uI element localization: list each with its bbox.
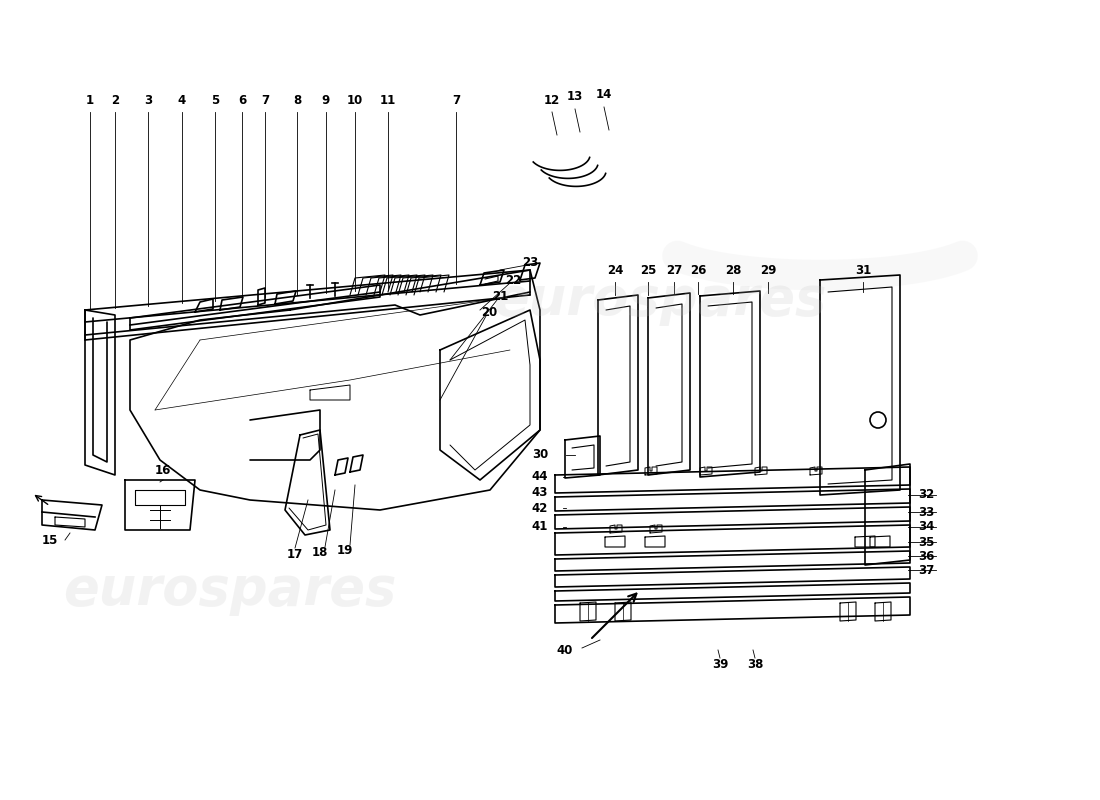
Text: 1: 1 (86, 94, 95, 106)
Text: 26: 26 (690, 263, 706, 277)
Text: 14: 14 (596, 89, 613, 102)
Text: eurospares: eurospares (64, 564, 397, 616)
Text: 43: 43 (531, 486, 548, 498)
Text: 10: 10 (346, 94, 363, 106)
Text: 5: 5 (211, 94, 219, 106)
Text: 36: 36 (918, 550, 934, 562)
Text: 32: 32 (918, 489, 934, 502)
Text: 44: 44 (531, 470, 548, 483)
Text: 31: 31 (855, 263, 871, 277)
Text: 38: 38 (747, 658, 763, 671)
Text: 23: 23 (521, 255, 538, 269)
Text: 12: 12 (543, 94, 560, 106)
Text: 19: 19 (337, 543, 353, 557)
Text: 18: 18 (311, 546, 328, 558)
Text: 22: 22 (505, 274, 521, 286)
Text: 34: 34 (918, 521, 934, 534)
Text: 21: 21 (492, 290, 508, 303)
Text: 24: 24 (607, 263, 624, 277)
Text: 42: 42 (531, 502, 548, 514)
Text: 37: 37 (918, 563, 934, 577)
Text: 33: 33 (918, 506, 934, 518)
Text: 35: 35 (918, 535, 934, 549)
Text: 17: 17 (287, 549, 304, 562)
Text: 27: 27 (666, 263, 682, 277)
Text: 9: 9 (322, 94, 330, 106)
Text: 15: 15 (42, 534, 58, 546)
Text: 25: 25 (640, 263, 657, 277)
Text: 8: 8 (293, 94, 301, 106)
Text: 2: 2 (111, 94, 119, 106)
Text: 40: 40 (557, 643, 573, 657)
Text: 16: 16 (155, 463, 172, 477)
Text: 30: 30 (531, 449, 548, 462)
Text: 13: 13 (566, 90, 583, 103)
Text: 29: 29 (760, 263, 777, 277)
Text: 3: 3 (144, 94, 152, 106)
Text: 39: 39 (712, 658, 728, 671)
Text: 28: 28 (725, 263, 741, 277)
Text: 41: 41 (531, 521, 548, 534)
Text: eurospares: eurospares (493, 274, 827, 326)
Text: 7: 7 (452, 94, 460, 106)
Text: 7: 7 (261, 94, 270, 106)
Text: 11: 11 (379, 94, 396, 106)
Text: 6: 6 (238, 94, 246, 106)
Text: 20: 20 (481, 306, 497, 319)
Text: 4: 4 (178, 94, 186, 106)
